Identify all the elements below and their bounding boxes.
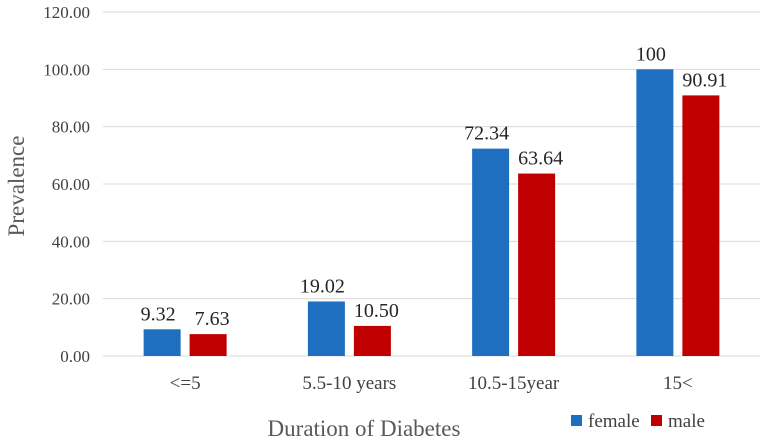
bar-female	[636, 69, 674, 356]
bar-female	[472, 148, 510, 356]
data-label-female: 9.32	[141, 303, 176, 325]
y-tick-label: 80.00	[52, 118, 90, 137]
legend-label-female: female	[588, 411, 640, 432]
bars	[143, 69, 720, 357]
legend-label-male: male	[668, 411, 705, 432]
x-tick-label: 15<	[663, 373, 693, 394]
gridlines	[103, 11, 760, 357]
data-label-female: 72.34	[464, 123, 509, 145]
y-tick-label: 120.00	[43, 3, 90, 22]
data-label-male: 90.91	[682, 69, 727, 91]
x-axis-title: Duration of Diabetes	[268, 416, 461, 441]
y-tick-label: 40.00	[52, 232, 90, 251]
data-label-female: 100	[636, 43, 666, 65]
y-axis-title: Prevalence	[4, 136, 29, 237]
legend-swatch-female	[571, 415, 582, 426]
y-axis-ticks: 0.00 20.00 40.00 60.00 80.00 100.00 120.00	[43, 3, 90, 366]
data-label-male: 10.50	[354, 300, 399, 322]
bar-female	[307, 301, 345, 356]
data-label-female: 19.02	[300, 275, 345, 297]
legend-swatch-male	[651, 415, 662, 426]
legend: female male	[571, 411, 705, 432]
y-tick-label: 100.00	[43, 60, 90, 79]
bar-male	[682, 95, 720, 357]
x-tick-label: <=5	[170, 373, 201, 394]
x-tick-label: 10.5-15year	[468, 373, 560, 394]
y-tick-label: 60.00	[52, 175, 90, 194]
bar-male	[189, 334, 227, 356]
bar-male	[518, 173, 556, 356]
x-axis-ticks: <=5 5.5-10 years 10.5-15year 15<	[170, 373, 693, 394]
data-label-male: 7.63	[195, 308, 230, 330]
bar-female	[143, 329, 181, 356]
y-tick-label: 0.00	[60, 347, 90, 366]
x-tick-label: 5.5-10 years	[302, 373, 396, 394]
data-label-male: 63.64	[518, 148, 563, 170]
y-tick-label: 20.00	[52, 290, 90, 309]
bar-male	[353, 325, 391, 356]
data-labels: 9.32 7.63 19.02 10.50 72.34 63.64 100 90.91	[141, 43, 728, 330]
